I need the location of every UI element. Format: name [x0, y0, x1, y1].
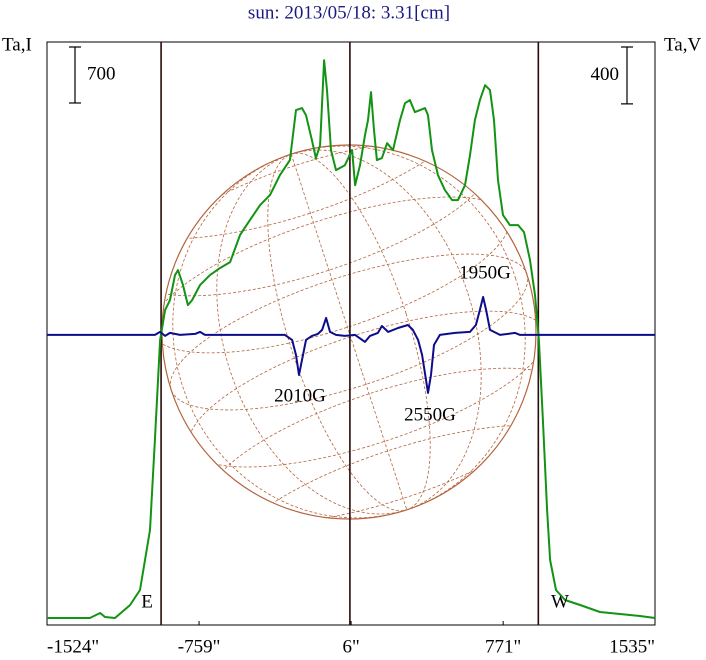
data-line — [47, 296, 655, 394]
y2-axis-label: Ta,V — [664, 34, 701, 55]
x-tick-label: 771" — [485, 636, 521, 657]
scale-bar-label: 400 — [591, 64, 620, 85]
annotation: W — [551, 591, 569, 612]
y-axis-label: Ta,I — [2, 34, 32, 55]
x-tick-label: 6" — [342, 636, 359, 657]
x-tick-label: 1535" — [609, 636, 655, 657]
x-tick-label: -1524" — [47, 636, 99, 657]
x-tick-label: -759" — [178, 636, 221, 657]
scale-bar — [69, 46, 81, 104]
scale-bar-label: 700 — [87, 63, 116, 84]
chart-title: sun: 2013/05/18: 3.31[cm] — [248, 2, 450, 23]
scale-bar — [621, 46, 633, 105]
annotation: 2010G — [274, 385, 326, 406]
data-line — [47, 59, 656, 619]
parallel — [169, 253, 529, 411]
annotation: E — [141, 591, 153, 612]
annotation: 2550G — [404, 404, 456, 425]
annotation: 1950G — [459, 262, 511, 283]
